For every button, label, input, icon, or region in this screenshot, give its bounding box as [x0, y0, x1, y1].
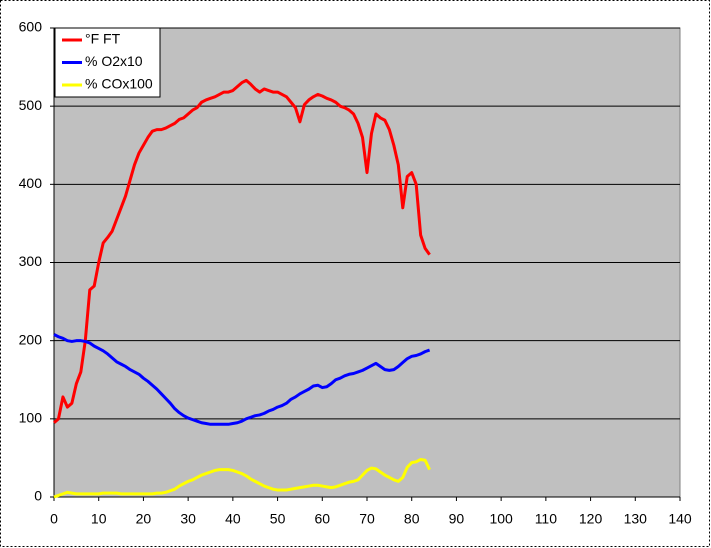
x-tick-label: 110	[535, 511, 558, 527]
x-tick-label: 10	[91, 511, 107, 527]
data-line	[53, 457, 431, 499]
y-tick-label: 0	[34, 488, 42, 504]
x-tick-label: 50	[270, 511, 286, 527]
x-tick-label: 80	[404, 511, 420, 527]
legend-label: °F FT	[85, 31, 121, 47]
x-tick-label: 30	[180, 511, 196, 527]
x-tick-label: 100	[489, 511, 513, 527]
data-line	[53, 333, 431, 426]
x-tick-label: 140	[668, 511, 692, 527]
legend-label: % O2x10	[85, 53, 143, 69]
x-tick-label: 20	[136, 511, 152, 527]
y-tick-label: 100	[19, 410, 43, 426]
data-line	[53, 78, 431, 424]
x-tick-label: 120	[579, 511, 603, 527]
y-tick-label: 400	[19, 175, 43, 191]
x-tick-label: 0	[50, 511, 58, 527]
x-tick-label: 40	[225, 511, 241, 527]
x-tick-label: 60	[314, 511, 330, 527]
y-tick-label: 300	[19, 253, 43, 269]
legend-label: % COx100	[85, 76, 153, 92]
y-tick-label: 500	[19, 97, 43, 113]
x-tick-label: 130	[624, 511, 648, 527]
y-tick-label: 600	[19, 19, 43, 35]
x-tick-label: 70	[359, 511, 375, 527]
x-tick-label: 90	[449, 511, 465, 527]
y-tick-label: 200	[19, 331, 43, 347]
